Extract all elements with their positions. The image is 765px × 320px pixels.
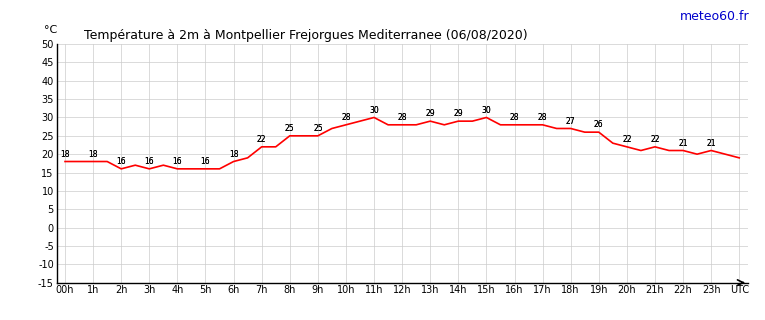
Text: 28: 28	[397, 113, 407, 122]
Text: 16: 16	[145, 157, 154, 166]
Text: 16: 16	[116, 157, 126, 166]
Text: 16: 16	[173, 157, 182, 166]
Text: 28: 28	[538, 113, 547, 122]
Text: 28: 28	[538, 113, 547, 122]
Text: 26: 26	[594, 120, 604, 129]
Text: 16: 16	[173, 157, 182, 166]
Text: 18: 18	[89, 149, 98, 159]
Text: °C: °C	[44, 25, 57, 35]
Text: 25: 25	[313, 124, 323, 133]
Text: 25: 25	[285, 124, 295, 133]
Text: 22: 22	[650, 135, 659, 144]
Text: 16: 16	[145, 157, 154, 166]
Text: 30: 30	[369, 106, 379, 115]
Text: 16: 16	[116, 157, 126, 166]
Text: 26: 26	[594, 120, 604, 129]
Text: 22: 22	[622, 135, 632, 144]
Text: 18: 18	[60, 149, 70, 159]
Text: 22: 22	[257, 135, 266, 144]
Text: 29: 29	[454, 109, 463, 118]
Text: 21: 21	[679, 139, 688, 148]
Text: 29: 29	[454, 109, 463, 118]
Text: 18: 18	[229, 149, 239, 159]
Text: 22: 22	[257, 135, 266, 144]
Text: 21: 21	[679, 139, 688, 148]
Text: 18: 18	[89, 149, 98, 159]
Text: Température à 2m à Montpellier Frejorgues Mediterranee (06/08/2020): Température à 2m à Montpellier Frejorgue…	[84, 28, 528, 42]
Text: 27: 27	[566, 116, 575, 125]
Text: 22: 22	[622, 135, 632, 144]
Text: 28: 28	[509, 113, 519, 122]
Text: 16: 16	[200, 157, 210, 166]
Text: 21: 21	[706, 139, 716, 148]
Text: 22: 22	[650, 135, 659, 144]
Text: meteo60.fr: meteo60.fr	[680, 10, 750, 23]
Text: 28: 28	[341, 113, 350, 122]
Text: 16: 16	[200, 157, 210, 166]
Text: 25: 25	[285, 124, 295, 133]
Text: 25: 25	[313, 124, 323, 133]
Text: 28: 28	[397, 113, 407, 122]
Text: 27: 27	[566, 116, 575, 125]
Text: 29: 29	[425, 109, 435, 118]
Text: 28: 28	[509, 113, 519, 122]
Text: 30: 30	[369, 106, 379, 115]
Text: 21: 21	[706, 139, 716, 148]
Text: 30: 30	[481, 106, 491, 115]
Text: 18: 18	[60, 149, 70, 159]
Text: 18: 18	[229, 149, 239, 159]
Text: 29: 29	[425, 109, 435, 118]
Text: 28: 28	[341, 113, 350, 122]
Text: 30: 30	[481, 106, 491, 115]
